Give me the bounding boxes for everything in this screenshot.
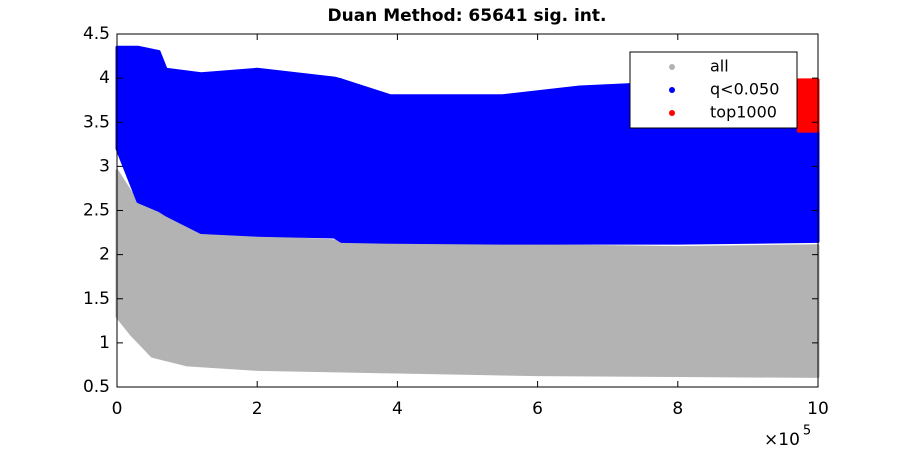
y-tick-label: 3 (99, 156, 110, 176)
y-tick-label: 4.5 (83, 24, 110, 44)
x-tick-label: 2 (252, 399, 263, 419)
y-tick-label: 2 (99, 245, 110, 265)
legend-marker (669, 64, 675, 70)
y-tick-label: 0.5 (83, 377, 110, 397)
legend-marker (669, 110, 675, 116)
legend-label: q<0.050 (710, 80, 779, 99)
legend-label: all (710, 57, 729, 76)
x-multiplier: ×10 (764, 430, 800, 450)
chart-title: Duan Method: 65641 sig. int. (327, 6, 606, 26)
x-tick-label: 6 (532, 399, 543, 419)
y-tick-label: 2.5 (83, 201, 110, 221)
point-cloud (796, 78, 820, 133)
y-tick-label: 4 (99, 68, 110, 88)
x-tick-label: 10 (807, 399, 829, 419)
x-tick-label: 4 (392, 399, 403, 419)
y-tick-label: 1 (99, 333, 110, 353)
y-tick-label: 1.5 (83, 289, 110, 309)
legend-box (629, 51, 798, 129)
y-tick-label: 3.5 (83, 112, 110, 132)
legend-marker (669, 87, 675, 93)
legend-label: top1000 (710, 103, 777, 122)
x-tick-label: 0 (112, 399, 123, 419)
x-tick-label: 8 (672, 399, 683, 419)
x-multiplier-exponent: 5 (803, 424, 811, 439)
